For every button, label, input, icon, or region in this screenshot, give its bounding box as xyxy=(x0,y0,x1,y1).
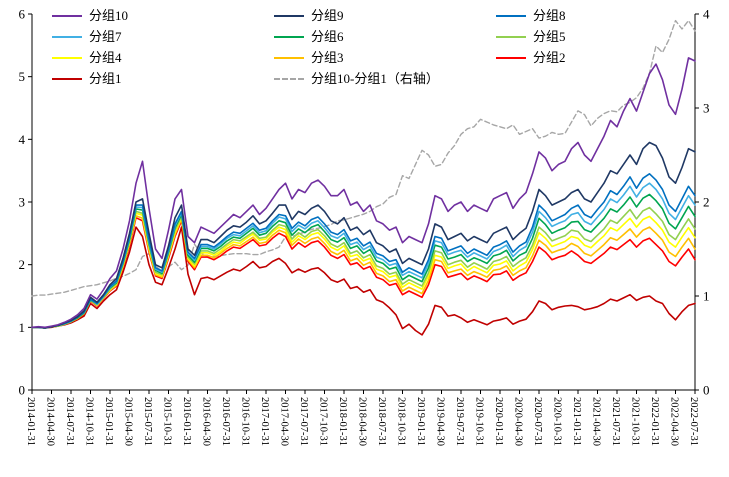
legend-swatch-spread-10-1 xyxy=(274,78,304,80)
legend-label-group-8: 分组8 xyxy=(533,8,566,23)
legend-label-spread-10-1: 分组10-分组1（右轴） xyxy=(311,71,439,86)
x-axis-tick-label: 2021-01-31 xyxy=(571,397,582,446)
right-axis-tick-label: 4 xyxy=(703,7,710,22)
x-axis-tick-label: 2014-07-31 xyxy=(64,397,75,446)
x-axis-tick-label: 2018-01-31 xyxy=(337,397,348,446)
legend-item-group-10: 分组10 xyxy=(52,8,274,24)
legend-label-group-10: 分组10 xyxy=(89,8,129,23)
legend-item-group-8: 分组8 xyxy=(496,8,712,24)
legend-label-group-3: 分组3 xyxy=(311,50,344,65)
x-axis-tick-label: 2019-01-31 xyxy=(415,397,426,446)
legend-label-group-5: 分组5 xyxy=(533,29,566,44)
right-axis-tick-label: 0 xyxy=(703,383,710,398)
legend-label-group-6: 分组6 xyxy=(311,29,344,44)
x-axis-tick-label: 2014-04-30 xyxy=(45,397,56,446)
legend-item-spread-10-1: 分组10-分组1（右轴） xyxy=(274,71,496,87)
x-axis-tick-label: 2021-10-31 xyxy=(630,397,641,446)
legend-swatch-group-8 xyxy=(496,15,526,17)
left-axis-tick-label: 3 xyxy=(19,195,26,210)
left-axis-tick-label: 5 xyxy=(19,69,26,84)
x-axis-tick-label: 2020-07-31 xyxy=(532,397,543,446)
x-axis-tick-label: 2015-01-31 xyxy=(103,397,114,446)
x-axis-tick-label: 2020-10-31 xyxy=(552,397,563,446)
x-axis-tick-label: 2016-07-31 xyxy=(220,397,231,446)
right-axis-tick-label: 3 xyxy=(703,101,710,116)
x-axis-tick-label: 2021-07-31 xyxy=(610,397,621,446)
legend-item-group-4: 分组4 xyxy=(52,50,274,66)
left-axis-tick-label: 4 xyxy=(19,132,26,147)
x-axis-tick-label: 2020-04-30 xyxy=(513,397,524,446)
series-line-group-8 xyxy=(31,173,696,329)
x-axis-tick-label: 2020-01-31 xyxy=(493,397,504,446)
legend-swatch-group-10 xyxy=(52,15,82,17)
legend-label-group-2: 分组2 xyxy=(533,50,566,65)
legend-item-group-7: 分组7 xyxy=(52,29,274,45)
legend: 分组10 分组9 分组8 分组7 分组6 分组5 分组4 分组3 分组2 分组1 分组10-分组1（… xyxy=(52,8,712,87)
legend-label-group-7: 分组7 xyxy=(89,29,122,44)
legend-item-group-5: 分组5 xyxy=(496,29,712,45)
legend-item-group-6: 分组6 xyxy=(274,29,496,45)
left-axis-tick-label: 6 xyxy=(19,7,26,22)
x-axis-tick-label: 2016-04-30 xyxy=(201,397,212,446)
legend-label-group-1: 分组1 xyxy=(89,71,122,86)
x-axis-tick-label: 2015-04-30 xyxy=(123,397,134,446)
right-axis-tick-label: 1 xyxy=(703,289,710,304)
x-axis-tick-label: 2022-07-31 xyxy=(688,397,699,446)
x-axis-tick-label: 2022-01-31 xyxy=(649,397,660,446)
x-axis-tick-label: 2014-01-31 xyxy=(25,397,36,446)
left-axis-tick-label: 2 xyxy=(19,257,26,272)
legend-swatch-group-5 xyxy=(496,36,526,38)
series-line-group-1 xyxy=(31,226,696,336)
left-axis-tick-label: 0 xyxy=(19,383,26,398)
x-axis-tick-label: 2017-07-31 xyxy=(298,397,309,446)
legend-swatch-group-3 xyxy=(274,57,304,59)
x-axis-tick-label: 2019-10-31 xyxy=(474,397,485,446)
legend-label-group-4: 分组4 xyxy=(89,50,122,65)
x-axis-tick-label: 2017-10-31 xyxy=(318,397,329,446)
x-axis-tick-label: 2015-10-31 xyxy=(162,397,173,446)
series-line-spread-10-1 xyxy=(31,19,696,297)
legend-swatch-group-6 xyxy=(274,36,304,38)
x-axis-tick-label: 2022-04-30 xyxy=(669,397,680,446)
x-axis-tick-label: 2017-01-31 xyxy=(259,397,270,446)
x-axis-tick-label: 2018-10-31 xyxy=(396,397,407,446)
series-line-group-10 xyxy=(31,57,696,329)
x-axis-tick-label: 2021-04-30 xyxy=(591,397,602,446)
x-axis-tick-label: 2014-10-31 xyxy=(84,397,95,446)
legend-swatch-group-9 xyxy=(274,15,304,17)
series-line-group-9 xyxy=(31,141,696,329)
x-axis-tick-label: 2018-04-30 xyxy=(357,397,368,446)
x-axis-tick-label: 2018-07-31 xyxy=(376,397,387,446)
x-axis-tick-label: 2016-10-31 xyxy=(240,397,251,446)
x-axis-tick-label: 2017-04-30 xyxy=(279,397,290,446)
x-axis-tick-label: 2019-04-30 xyxy=(435,397,446,446)
legend-item-group-1: 分组1 xyxy=(52,71,274,87)
legend-swatch-group-1 xyxy=(52,78,82,80)
legend-item-group-2: 分组2 xyxy=(496,50,712,66)
legend-swatch-group-7 xyxy=(52,36,82,38)
legend-swatch-group-2 xyxy=(496,57,526,59)
legend-item-group-9: 分组9 xyxy=(274,8,496,24)
x-axis-tick-label: 2019-07-31 xyxy=(454,397,465,446)
legend-label-group-9: 分组9 xyxy=(311,8,344,23)
right-axis-tick-label: 2 xyxy=(703,195,710,210)
legend-swatch-group-4 xyxy=(52,57,82,59)
x-axis-tick-label: 2016-01-31 xyxy=(181,397,192,446)
left-axis-tick-label: 1 xyxy=(19,320,26,335)
legend-item-group-3: 分组3 xyxy=(274,50,496,66)
x-axis-tick-label: 2015-07-31 xyxy=(142,397,153,446)
